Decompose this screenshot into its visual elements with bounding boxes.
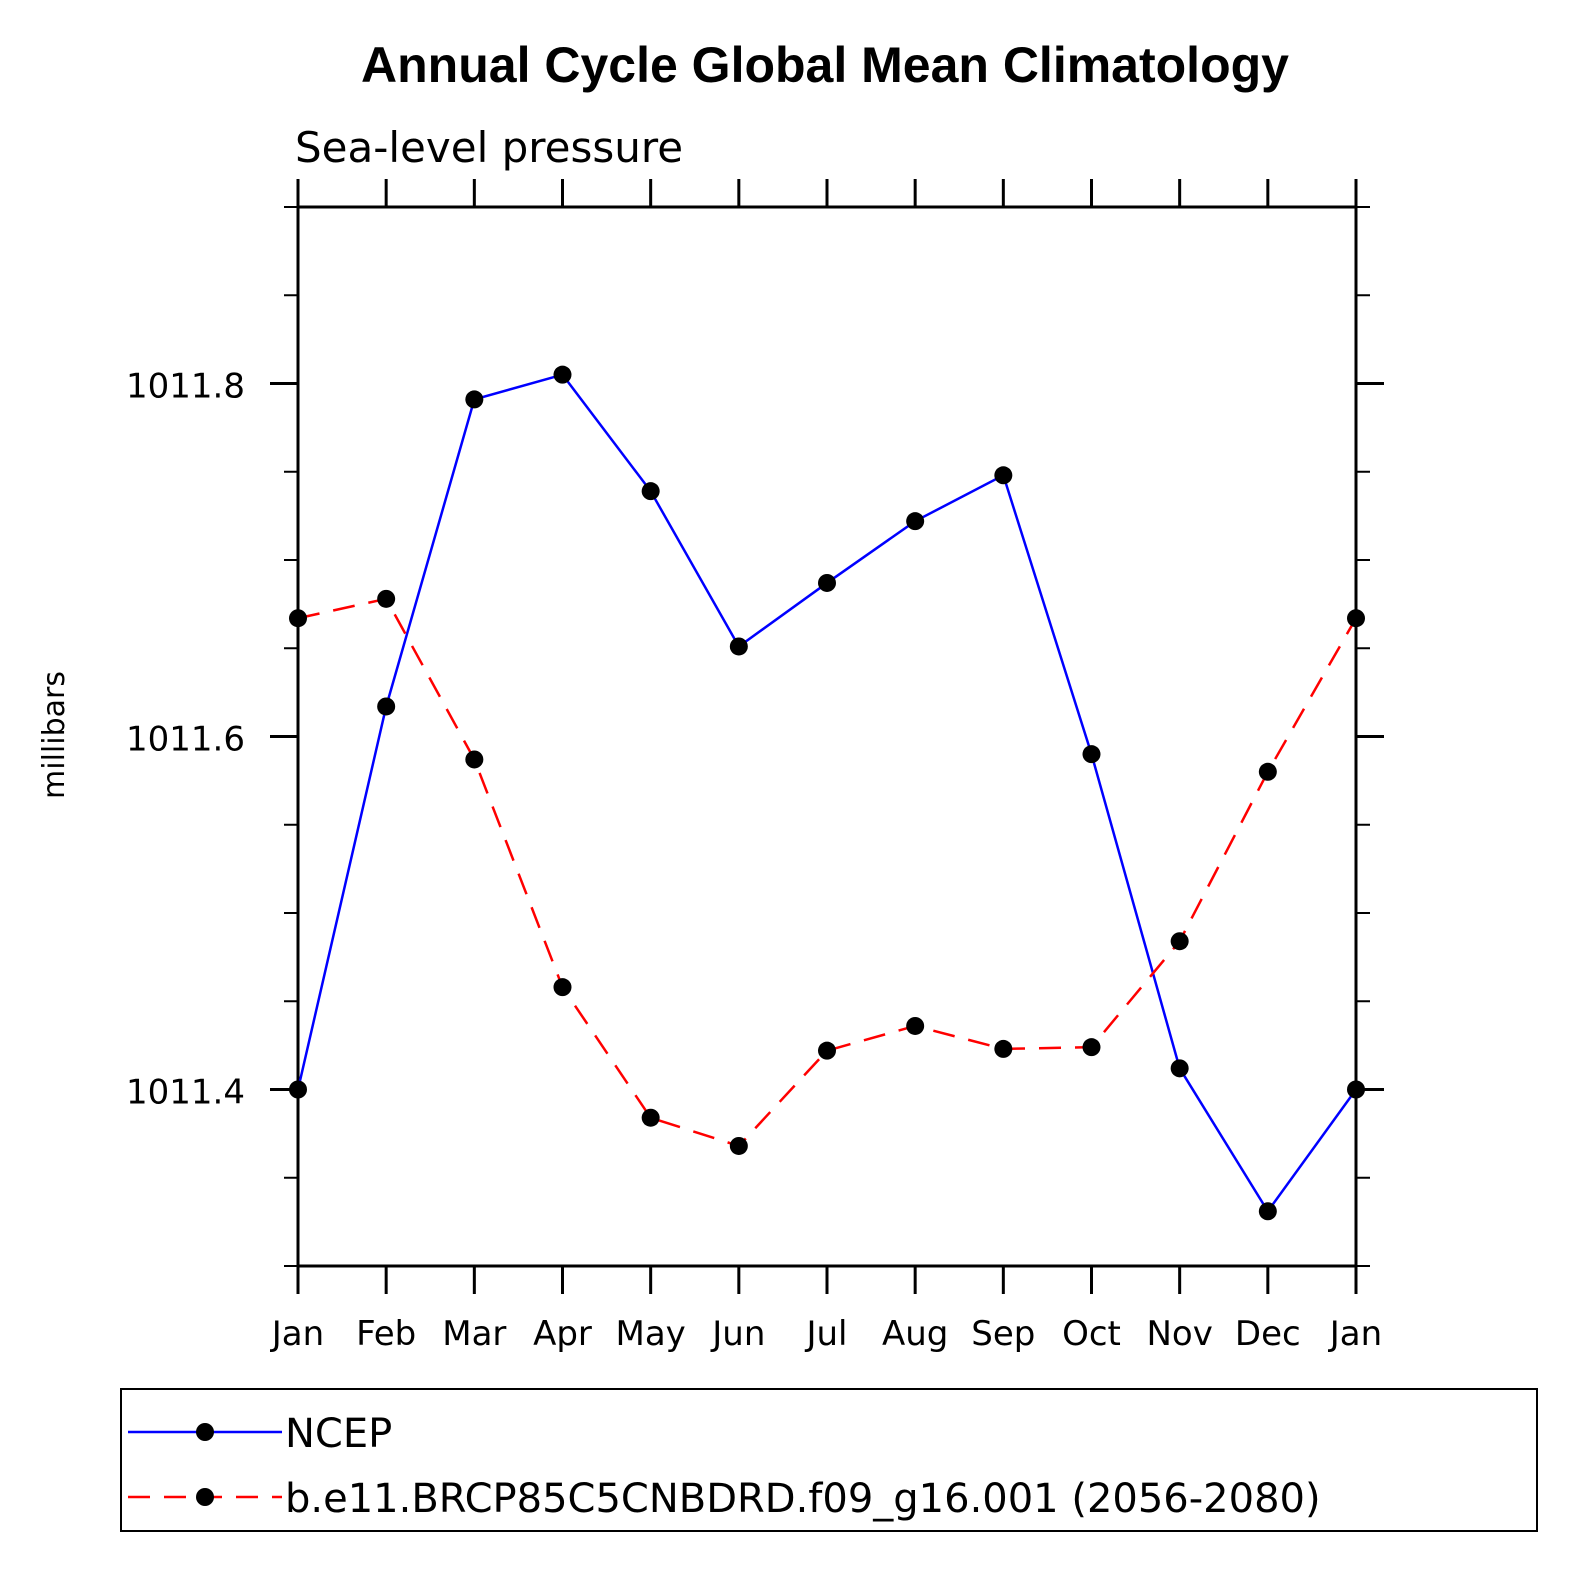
- legend-label-1: NCEP: [285, 1411, 392, 1457]
- series-1-point: [641, 482, 660, 501]
- series-2-point: [465, 750, 484, 769]
- series-2-point: [553, 978, 572, 997]
- series-1-point: [1347, 1080, 1365, 1099]
- series-line-1: [296, 373, 1358, 1214]
- plot-frame: [296, 205, 1358, 1268]
- x-tick-label: Feb: [356, 1314, 416, 1354]
- x-tick-label: Sep: [971, 1314, 1035, 1354]
- series-1-point: [994, 466, 1013, 485]
- legend-box: [120, 1388, 1538, 1532]
- x-tick-label: Mar: [442, 1314, 506, 1354]
- series-1-point: [1258, 1202, 1277, 1221]
- series-2-point: [377, 589, 396, 608]
- series-2-point: [906, 1016, 925, 1035]
- x-tick-label: Nov: [1146, 1314, 1212, 1354]
- x-tick-label: Jan: [270, 1314, 324, 1354]
- series-2-point: [1258, 762, 1277, 781]
- x-tick-label: Aug: [882, 1314, 948, 1354]
- x-tick-label: Apr: [533, 1314, 592, 1354]
- chart-subtitle: Sea-level pressure: [295, 123, 683, 172]
- series-1-point: [1082, 745, 1101, 764]
- series-2-point: [1347, 609, 1365, 628]
- series-2-point: [1170, 932, 1189, 951]
- x-tick-label: Jul: [804, 1314, 847, 1354]
- series-1-point: [377, 697, 396, 716]
- series-line-2: [297, 597, 1358, 1148]
- series-2-point: [729, 1136, 748, 1155]
- y-tick-label: 1011.8: [126, 367, 245, 407]
- chart-title: Annual Cycle Global Mean Climatology: [361, 37, 1289, 93]
- series-1-point: [553, 365, 572, 384]
- series-1-point: [906, 512, 925, 531]
- x-tick-label: Jun: [710, 1314, 765, 1354]
- series-layer: [289, 365, 1365, 1221]
- y-axis-label: millibars: [37, 671, 72, 799]
- y-tick-label: 1011.6: [126, 720, 245, 760]
- series-1-point: [818, 573, 836, 592]
- legend-marker-1: [196, 1423, 214, 1441]
- series-2-point: [1082, 1038, 1101, 1057]
- x-tick-label: Dec: [1235, 1314, 1301, 1354]
- series-1-point: [289, 1080, 307, 1099]
- series-2-point: [818, 1041, 836, 1060]
- series-2-point: [289, 609, 307, 628]
- axes: Jan Feb Mar Apr May Jun Jul Aug Sep Oct Nov Dec Jan 1…: [126, 179, 1384, 1354]
- y-tick-label: 1011.4: [126, 1073, 245, 1113]
- x-tick-label: May: [616, 1314, 686, 1354]
- series-1-point: [465, 390, 484, 409]
- series-2-point: [994, 1039, 1013, 1058]
- x-tick-label: Jan: [1328, 1314, 1382, 1354]
- legend: NCEP b.e11.BRCP85C5CNBDRD.f09_g16.001 (20…: [120, 1388, 1538, 1532]
- legend-marker-2: [196, 1488, 214, 1506]
- series-2-point: [641, 1108, 660, 1127]
- series-1-point: [729, 637, 748, 656]
- legend-label-2: b.e11.BRCP85C5CNBDRD.f09_g16.001 (2056-2…: [285, 1476, 1321, 1522]
- series-1-point: [1170, 1059, 1189, 1078]
- x-tick-label: Oct: [1062, 1314, 1121, 1354]
